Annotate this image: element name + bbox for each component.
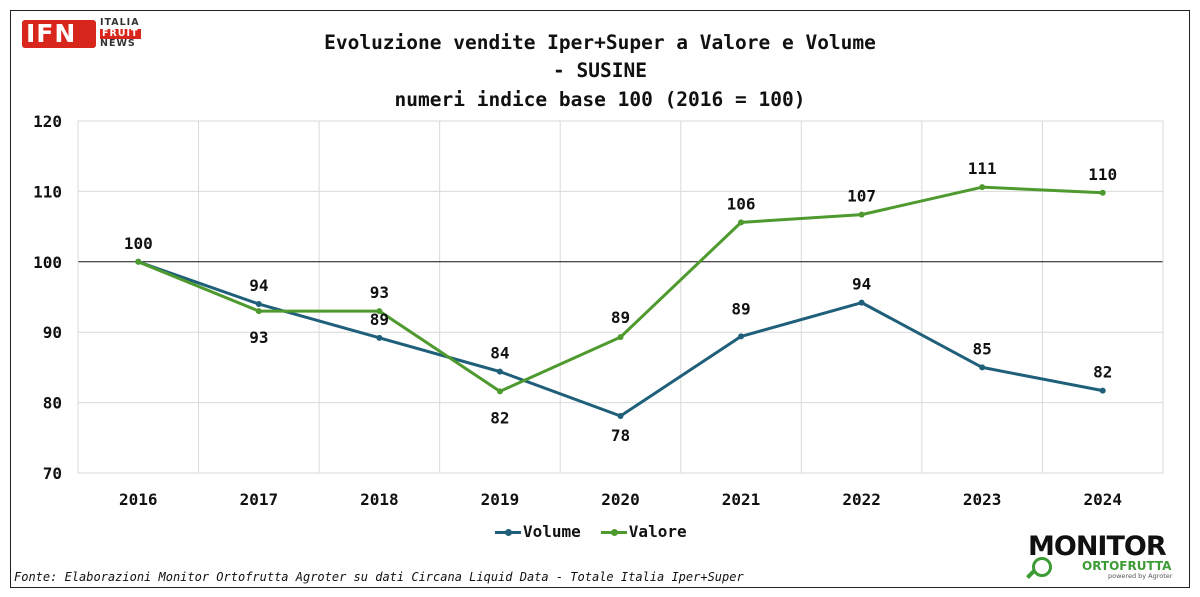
data-label-volume: 94	[852, 275, 871, 294]
y-tick-label: 70	[43, 464, 62, 483]
legend: Volume Valore	[495, 522, 687, 541]
data-point-volume	[255, 301, 262, 308]
chart-title-line2: - SUSINE	[553, 59, 647, 82]
data-point-volume	[979, 364, 986, 371]
data-point-volume	[1099, 387, 1106, 394]
x-tick-label: 2021	[722, 490, 761, 509]
chart-frame	[10, 10, 1190, 588]
data-point-valore	[617, 334, 624, 341]
data-point-volume	[738, 333, 745, 340]
x-tick-label: 2019	[481, 490, 520, 509]
data-point-valore	[376, 308, 383, 315]
data-point-valore	[858, 211, 865, 218]
data-label-valore: 100	[124, 234, 153, 253]
data-label-valore: 82	[490, 408, 509, 427]
data-label-volume: 84	[490, 344, 509, 363]
chart-title-line3: numeri indice base 100 (2016 = 100)	[394, 88, 806, 111]
data-label-valore: 93	[370, 283, 389, 302]
data-label-valore: 89	[611, 308, 630, 327]
data-point-volume	[376, 334, 383, 341]
data-label-valore: 107	[847, 187, 876, 206]
data-label-valore: 93	[249, 328, 268, 347]
legend-item-valore: Valore	[600, 522, 687, 541]
y-tick-label: 110	[33, 182, 62, 201]
data-point-volume	[496, 368, 503, 375]
data-point-valore	[1099, 189, 1106, 196]
source-footnote: Fonte: Elaborazioni Monitor Ortofrutta A…	[14, 570, 744, 584]
data-point-valore	[135, 258, 142, 265]
data-point-valore	[979, 184, 986, 191]
x-tick-label: 2018	[360, 490, 399, 509]
data-label-volume: 78	[611, 426, 630, 445]
x-tick-label: 2022	[842, 490, 881, 509]
data-label-valore: 106	[727, 194, 756, 213]
y-tick-label: 80	[43, 394, 62, 413]
data-point-valore	[496, 388, 503, 395]
data-point-volume	[858, 299, 865, 306]
x-tick-label: 2017	[240, 490, 279, 509]
y-tick-label: 100	[33, 253, 62, 272]
data-point-valore	[255, 308, 262, 315]
plot-area	[77, 120, 1164, 474]
chart-title-line1: Evoluzione vendite Iper+Super a Valore e…	[324, 31, 876, 54]
data-label-volume: 94	[249, 276, 268, 295]
series-line-valore	[137, 185, 1103, 393]
legend-item-volume: Volume	[495, 522, 581, 541]
x-tick-label: 2016	[119, 490, 158, 509]
data-label-volume: 85	[973, 339, 992, 358]
y-tick-label: 90	[43, 323, 62, 342]
x-tick-label: 2024	[1083, 490, 1122, 509]
data-label-valore: 110	[1088, 165, 1117, 184]
monitor-ortofrutta-logo: MONITOR ORTOFRUTTA powered by Agroter	[1026, 531, 1173, 580]
data-point-valore	[738, 219, 745, 226]
data-label-volume: 89	[370, 310, 389, 329]
data-label-valore: 111	[968, 159, 997, 178]
x-tick-label: 2023	[963, 490, 1002, 509]
data-label-volume: 89	[731, 299, 750, 318]
y-tick-label: 120	[33, 112, 62, 131]
x-tick-label: 2020	[601, 490, 640, 509]
ifn-logo: IFN ITALIA FRUIT NEWS	[22, 17, 142, 52]
data-point-volume	[617, 412, 624, 419]
data-label-volume: 82	[1093, 363, 1112, 382]
